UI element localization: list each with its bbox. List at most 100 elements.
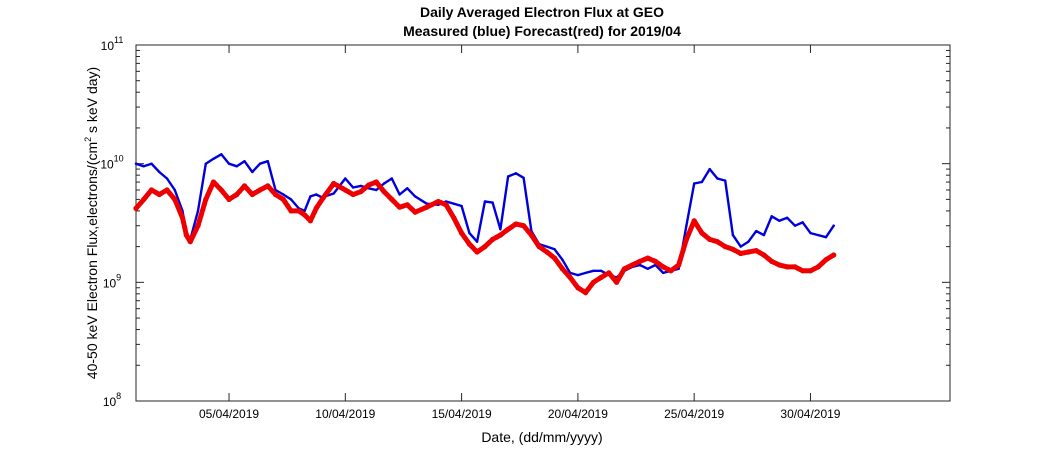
measured-point — [315, 193, 318, 196]
measured-point — [545, 245, 549, 248]
measured-point — [382, 182, 386, 185]
y-tick-label-exponent: 8 — [116, 391, 121, 401]
forecast-point — [241, 183, 248, 189]
forecast-point — [195, 223, 201, 229]
y-tick-label: 109 — [103, 272, 121, 290]
forecast-point — [234, 191, 240, 198]
x-tick-label: 25/04/2019 — [664, 407, 724, 421]
forecast-point — [606, 270, 612, 276]
x-tick-label: 15/04/2019 — [432, 407, 492, 421]
forecast-point — [490, 236, 496, 242]
y-axis-label-superscript: 2 — [83, 137, 93, 142]
forecast-point — [513, 221, 519, 227]
measured-point — [243, 160, 246, 163]
measured-point — [646, 267, 649, 270]
forecast-point — [397, 204, 403, 210]
measured-point — [359, 184, 362, 188]
measured-point — [491, 201, 494, 204]
forecast-point — [784, 264, 790, 270]
measured-point — [499, 228, 502, 231]
forecast-point — [172, 196, 178, 202]
measured-point — [282, 193, 285, 196]
forecast-point — [769, 258, 775, 264]
forecast-point — [288, 208, 294, 214]
forecast-point — [776, 262, 783, 268]
measured-point — [770, 215, 773, 218]
y-tick-label-base: 10 — [103, 276, 117, 290]
forecast-point — [660, 264, 666, 270]
measured-point — [390, 177, 393, 180]
measured-point — [739, 245, 742, 248]
measured-point — [793, 224, 797, 227]
forecast-point — [141, 196, 147, 202]
forecast-point — [187, 239, 193, 245]
forecast-point — [590, 279, 597, 285]
measured-point — [266, 160, 269, 163]
forecast-point — [319, 196, 325, 202]
measured-point — [506, 175, 510, 178]
forecast-point — [745, 249, 752, 255]
measured-point — [398, 193, 401, 196]
measured-point — [786, 216, 789, 219]
measured-point — [685, 224, 688, 227]
measured-point — [824, 236, 828, 239]
forecast-point — [722, 244, 728, 250]
forecast-point — [621, 266, 628, 272]
measured-point — [150, 162, 153, 165]
measured-point — [731, 233, 735, 237]
forecast-point — [296, 208, 302, 214]
forecast-point — [373, 179, 379, 185]
forecast-point — [307, 218, 313, 224]
forecast-point — [474, 249, 480, 255]
measured-point — [134, 162, 138, 165]
forecast-point — [265, 183, 271, 189]
measured-point — [801, 221, 804, 224]
forecast-point — [567, 274, 573, 280]
forecast-point — [807, 268, 814, 274]
chart-title: Daily Averaged Electron Flux at GEO — [420, 4, 664, 20]
forecast-point — [404, 202, 410, 208]
forecast-point — [544, 249, 550, 255]
measured-point — [832, 224, 835, 227]
y-tick-label: 108 — [103, 391, 121, 409]
forecast-point — [412, 209, 418, 215]
measured-point — [514, 172, 518, 175]
forecast-point — [350, 191, 356, 198]
y-tick-label-exponent: 9 — [116, 272, 121, 282]
measured-point — [475, 240, 479, 243]
forecast-point — [637, 258, 643, 264]
forecast-point — [552, 255, 558, 261]
measured-point — [693, 182, 696, 185]
y-tick-label-base: 10 — [103, 395, 117, 409]
y-tick-label: 1011 — [101, 35, 124, 53]
forecast-point — [536, 244, 542, 250]
forecast-point — [738, 250, 744, 257]
measured-point — [553, 248, 556, 251]
forecast-point — [272, 191, 279, 198]
measured-point — [700, 180, 704, 184]
forecast-point — [451, 215, 457, 221]
measured-point — [375, 188, 378, 192]
forecast-point — [381, 189, 387, 195]
measured-point — [351, 186, 355, 189]
forecast-point — [815, 264, 821, 270]
forecast-point — [823, 257, 829, 263]
forecast-point — [466, 241, 472, 247]
measured-point — [173, 188, 176, 192]
forecast-point — [707, 236, 713, 242]
forecast-point — [331, 180, 337, 187]
forecast-point — [645, 255, 651, 261]
measured-point — [762, 233, 766, 237]
forecast-point — [583, 290, 589, 296]
measured-point — [747, 240, 750, 243]
measured-point — [724, 179, 727, 182]
forecast-point — [792, 264, 798, 270]
forecast-point — [226, 196, 232, 202]
forecast-point — [148, 187, 155, 193]
x-axis-label: Date, (dd/mm/yyyy) — [481, 429, 602, 445]
measured-point — [212, 157, 215, 160]
forecast-point — [482, 244, 488, 250]
measured-point — [344, 177, 347, 180]
